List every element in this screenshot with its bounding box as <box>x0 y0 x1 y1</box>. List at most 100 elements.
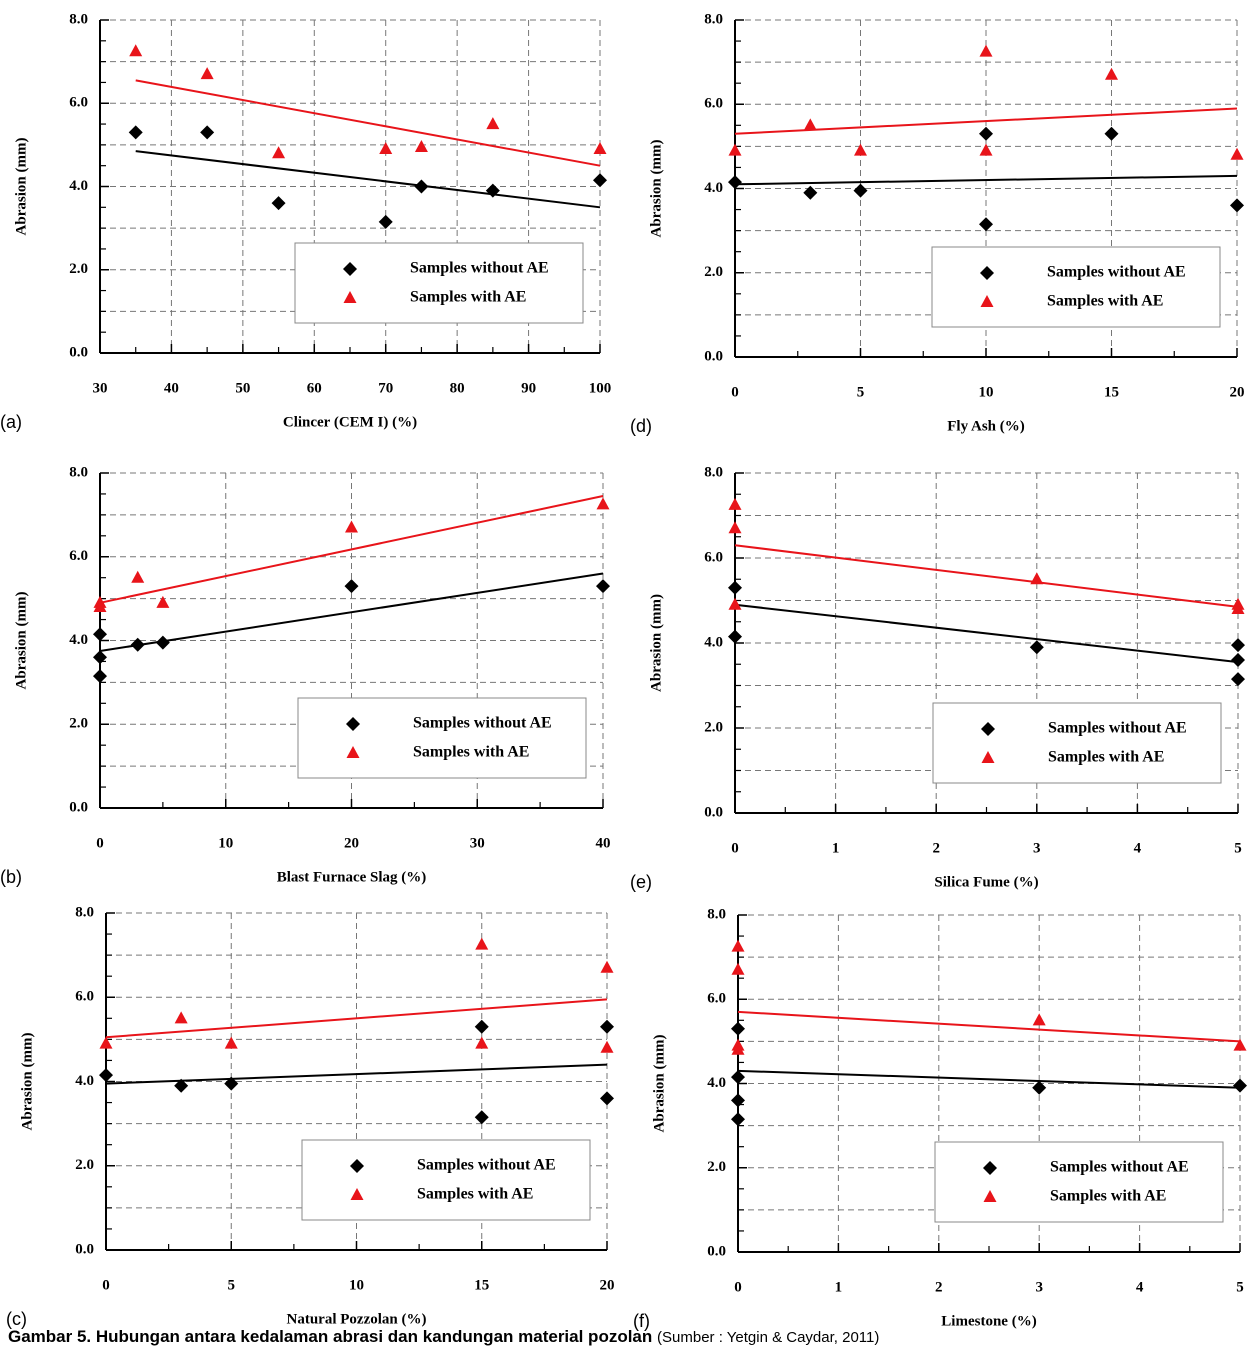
x-tick-label: 4 <box>1136 1279 1144 1295</box>
legend-label: Samples with AE <box>1047 293 1163 310</box>
data-point <box>596 579 610 594</box>
y-tick-label: 4.0 <box>704 634 723 650</box>
x-tick-label: 0 <box>102 1277 110 1293</box>
legend-marker <box>343 262 357 276</box>
x-tick-label: 50 <box>235 380 250 396</box>
y-tick-label: 0.0 <box>69 344 88 360</box>
legend-box <box>301 1139 591 1221</box>
y-tick-label: 2.0 <box>704 264 723 280</box>
data-point <box>344 579 359 594</box>
y-tick-label: 2.0 <box>69 261 88 277</box>
data-point <box>728 629 742 644</box>
legend-label: Samples with AE <box>410 289 526 306</box>
y-tick-label: 2.0 <box>707 1159 726 1175</box>
data-point <box>593 173 607 188</box>
data-point <box>1105 67 1118 80</box>
trend-line <box>734 603 1239 664</box>
y-tick-label: 8.0 <box>75 904 94 920</box>
trend-line <box>105 1063 608 1085</box>
x-tick-label: 5 <box>1234 840 1242 856</box>
data-point <box>803 118 817 131</box>
data-point <box>728 580 742 595</box>
y-axis-label: Abrasion (mm) <box>13 138 29 236</box>
data-point <box>379 142 393 155</box>
x-tick-label: 80 <box>450 380 465 396</box>
y-tick-label: 4.0 <box>704 180 723 196</box>
x-tick-label: 0 <box>731 840 739 856</box>
panel-label: (a) <box>0 412 22 432</box>
data-point <box>474 1110 489 1125</box>
x-axis-label: Blast Furnace Slag (%) <box>277 869 427 885</box>
data-point <box>474 1019 489 1034</box>
legend-marker <box>346 746 360 758</box>
y-tick-label: 6.0 <box>704 96 723 112</box>
y-tick-label: 4.0 <box>707 1075 726 1091</box>
legend-marker <box>350 1188 364 1200</box>
y-tick-label: 8.0 <box>69 11 88 27</box>
y-tick-label: 6.0 <box>69 95 88 111</box>
x-tick-label: 10 <box>979 384 994 400</box>
data-point <box>728 597 742 610</box>
data-point <box>99 1036 113 1049</box>
data-point <box>600 1091 614 1106</box>
y-tick-label: 0.0 <box>704 804 723 820</box>
data-point <box>593 142 607 155</box>
x-tick-label: 0 <box>734 1279 742 1295</box>
data-point <box>728 521 742 534</box>
data-point <box>731 939 745 952</box>
x-axis-label: Silica Fume (%) <box>934 874 1038 890</box>
trend-line <box>737 1010 1241 1043</box>
x-tick-label: 0 <box>731 384 739 400</box>
y-tick-label: 0.0 <box>704 348 723 364</box>
x-tick-label: 15 <box>474 1277 489 1293</box>
data-point <box>93 650 107 665</box>
y-tick-label: 0.0 <box>69 799 88 815</box>
y-tick-label: 8.0 <box>704 464 723 480</box>
data-point <box>1030 572 1044 585</box>
x-tick-label: 2 <box>932 840 940 856</box>
legend-marker <box>343 291 357 303</box>
y-tick-label: 0.0 <box>707 1243 726 1259</box>
data-point <box>854 143 867 156</box>
data-point <box>155 635 170 650</box>
x-tick-label: 2 <box>935 1279 943 1295</box>
data-point <box>271 196 286 211</box>
data-point <box>272 146 286 159</box>
legend-label: Samples with AE <box>1048 749 1164 766</box>
data-point <box>1231 602 1245 614</box>
y-tick-label: 8.0 <box>69 464 88 480</box>
y-tick-label: 4.0 <box>69 178 88 194</box>
data-point <box>174 1078 189 1093</box>
data-point <box>378 214 393 229</box>
x-tick-label: 30 <box>93 380 108 396</box>
x-tick-label: 100 <box>589 380 612 396</box>
y-tick-label: 6.0 <box>707 991 726 1007</box>
y-tick-label: 6.0 <box>704 549 723 565</box>
legend-marker <box>350 1159 364 1173</box>
data-point <box>1233 1038 1247 1051</box>
trend-line <box>105 998 608 1039</box>
legend-marker <box>980 295 994 307</box>
data-point <box>979 143 993 156</box>
x-tick-label: 40 <box>596 835 611 851</box>
data-point <box>93 669 107 684</box>
legend-label: Samples without AE <box>410 260 549 277</box>
data-point <box>803 185 818 200</box>
x-tick-label: 70 <box>378 380 393 396</box>
data-point <box>728 143 742 156</box>
x-tick-label: 40 <box>164 380 179 396</box>
x-tick-label: 20 <box>1230 384 1245 400</box>
data-point <box>731 1070 745 1085</box>
legend-marker <box>981 722 995 736</box>
x-tick-label: 5 <box>857 384 865 400</box>
data-point <box>486 117 500 130</box>
panel-label: (b) <box>0 867 22 887</box>
trend-line <box>734 544 1239 608</box>
data-point <box>731 962 745 975</box>
trend-line <box>737 1069 1241 1089</box>
legend-marker <box>983 1190 997 1202</box>
data-point <box>1231 672 1245 687</box>
y-tick-label: 8.0 <box>707 906 726 922</box>
x-tick-label: 0 <box>96 835 104 851</box>
